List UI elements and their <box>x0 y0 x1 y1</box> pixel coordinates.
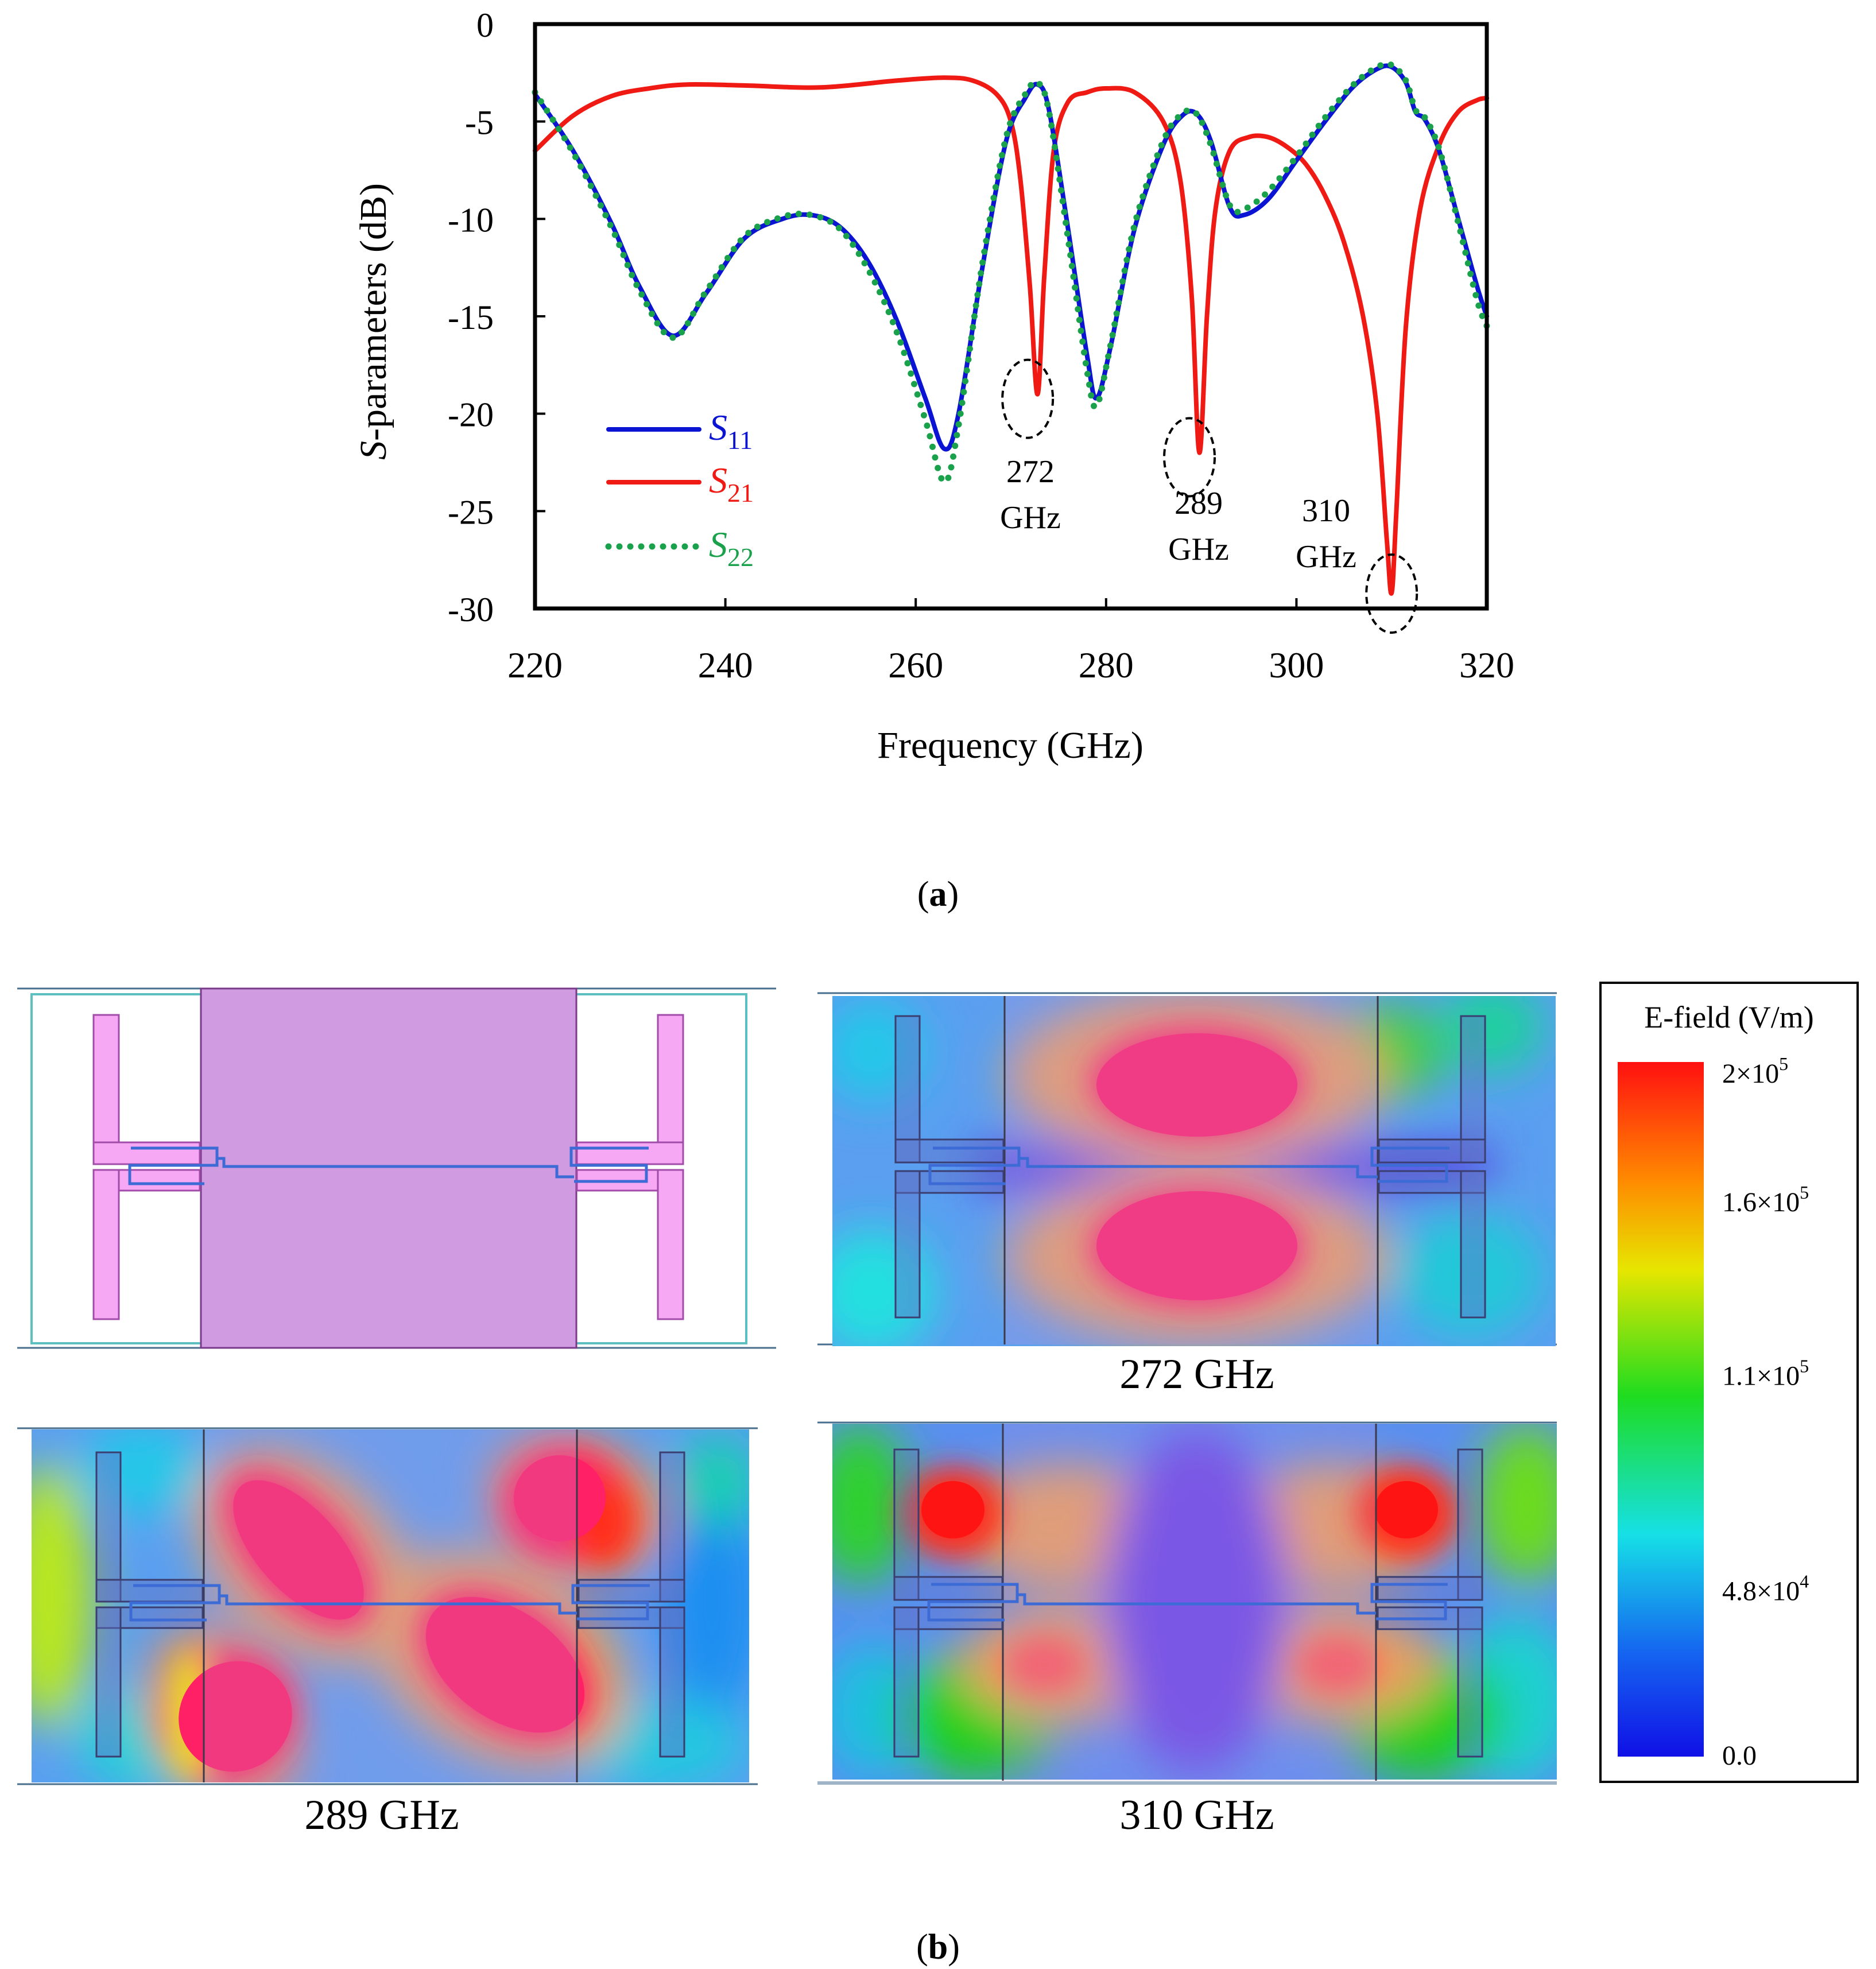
s-parameter-chart: 272 GHz 289 GHz 310 GHz 0 -5 -10 -15 -20 -25 -30 22… <box>352 6 1514 766</box>
field-panel-289: 289 GHz <box>17 1427 758 1839</box>
caption-b: (b) <box>916 1928 960 1967</box>
y-tick-label: 0 <box>476 6 494 44</box>
legend-label-s22: S22 <box>709 524 754 572</box>
y-axis-label: S-parameters (dB) <box>352 183 394 460</box>
colorbar-tick-label: 1.1×105 <box>1722 1356 1809 1392</box>
x-tick-label: 320 <box>1459 645 1514 685</box>
series-line-s21 <box>533 75 1489 596</box>
field-panel-310: 310 GHz <box>817 1421 1557 1839</box>
y-tick-label: -30 <box>448 591 494 629</box>
chart-series <box>532 60 1490 596</box>
y-tick-label: -5 <box>465 104 494 142</box>
annotation-circle <box>1001 358 1055 439</box>
annotation-label: 310 <box>1302 493 1350 529</box>
legend-label-s11: S11 <box>709 407 753 455</box>
annotation-label: GHz <box>1168 532 1229 567</box>
annotation-label: 289 <box>1175 486 1223 521</box>
annotation-label: GHz <box>1296 539 1356 575</box>
panel-label-289: 289 GHz <box>304 1792 459 1839</box>
annotation-circle <box>1365 553 1418 634</box>
y-tick-label: -10 <box>448 201 494 239</box>
y-tick-label: -20 <box>448 396 494 434</box>
colorbar-title: E-field (V/m) <box>1644 1000 1813 1034</box>
caption-a: (a) <box>917 875 959 914</box>
legend-label-s21: S21 <box>709 460 754 507</box>
x-tick-label: 280 <box>1079 645 1134 685</box>
x-tick-labels: 220 240 260 280 300 320 <box>507 645 1514 685</box>
series-line-s22 <box>532 60 1490 485</box>
plot-frame <box>533 22 1489 611</box>
geometry-panel <box>17 987 776 1349</box>
colorbar-tick-label: 2×105 <box>1722 1053 1788 1089</box>
x-tick-label: 300 <box>1269 645 1324 685</box>
colorbar: E-field (V/m) 2×105 1.6×105 1.1×105 4.8×104… <box>1599 982 1859 1783</box>
colorbar-tick-label: 1.6×105 <box>1722 1182 1809 1218</box>
colorbar-tick-label: 4.8×104 <box>1722 1571 1809 1607</box>
colorbar-tick-label: 0.0 <box>1722 1741 1757 1771</box>
y-tick-labels: 0 -5 -10 -15 -20 -25 -30 <box>448 6 494 629</box>
x-axis-label: Frequency (GHz) <box>877 724 1144 766</box>
x-tick-label: 240 <box>698 645 753 685</box>
y-tick-label: -15 <box>448 299 494 336</box>
annotation-label: GHz <box>1000 500 1061 536</box>
x-tick-label: 260 <box>888 645 943 685</box>
y-tick-label: -25 <box>448 493 494 531</box>
chart-annotations: 272 GHz 289 GHz 310 GHz <box>1000 358 1418 634</box>
panel-label-272: 272 GHz <box>1119 1351 1274 1398</box>
annotation-label: 272 <box>1006 454 1055 490</box>
series-line-s11 <box>533 63 1489 452</box>
colorbar-gradient <box>1618 1062 1704 1757</box>
x-tick-label: 220 <box>507 645 563 685</box>
annotation-circle <box>1163 417 1216 498</box>
chart-legend: S11 S21 S22 <box>605 407 754 572</box>
colorbar-ticks: 2×105 1.6×105 1.1×105 4.8×104 0.0 <box>1722 1053 1809 1771</box>
panel-label-310: 310 GHz <box>1119 1792 1274 1839</box>
field-panel-272: 272 GHz <box>817 992 1557 1398</box>
